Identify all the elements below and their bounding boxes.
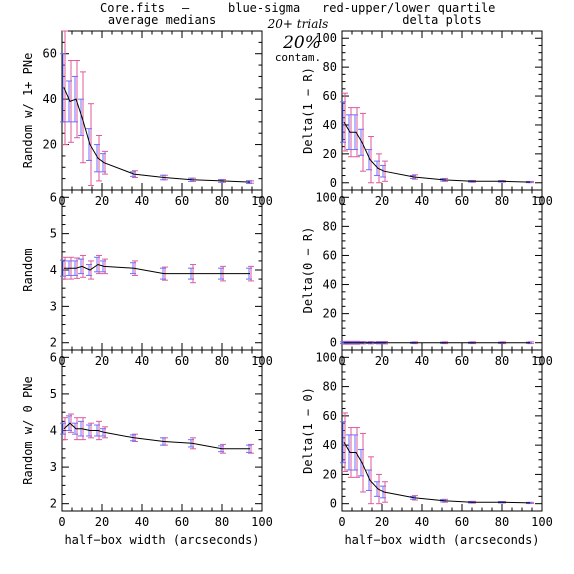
panel-frame <box>61 30 263 191</box>
x-tick-label: 40 <box>135 194 149 208</box>
y-tick-label: 60 <box>323 248 337 262</box>
y-tick-label: 80 <box>323 380 337 394</box>
y-tick-label: 80 <box>323 219 337 233</box>
y-tick-label: 4 <box>50 424 57 438</box>
x-tick-label: 60 <box>175 515 189 529</box>
header-red-legend: red-upper/lower quartile <box>322 1 495 15</box>
annotation-contam: contam. <box>275 51 321 64</box>
x-tick-label: 60 <box>175 194 189 208</box>
x-tick-label: 80 <box>495 515 509 529</box>
x-tick-label: 20 <box>95 515 109 529</box>
annotation-trials: 20+ trials <box>267 17 329 31</box>
x-tick-label: 40 <box>415 194 429 208</box>
y-tick-label: 20 <box>43 138 57 152</box>
y-axis-label: Delta(1 − R) <box>301 67 315 154</box>
x-tick-label: 80 <box>495 194 509 208</box>
x-tick-label: 20 <box>95 194 109 208</box>
y-axis-label: Random w/ 0 PNe <box>21 376 35 484</box>
y-tick-label: 0 <box>330 176 337 190</box>
panel-right-bottom: 0 20 40 60 80 100 0 20 40 60 80 100 Delta(1 − 0) half… <box>301 349 553 547</box>
x-tick-label: 0 <box>338 515 345 529</box>
x-tick-label: 100 <box>531 515 553 529</box>
x-tick-label: 60 <box>455 194 469 208</box>
x-tick-label: 60 <box>175 354 189 368</box>
y-tick-label: 40 <box>323 118 337 132</box>
y-tick-label: 100 <box>315 31 337 45</box>
y-tick-label: 2 <box>50 497 57 511</box>
x-tick-label: 20 <box>375 194 389 208</box>
x-tick-label: 20 <box>95 354 109 368</box>
y-axis-label: Delta(0 − R) <box>301 227 315 314</box>
median-line <box>64 263 250 275</box>
y-tick-label: 20 <box>323 147 337 161</box>
x-tick-label: 40 <box>135 515 149 529</box>
panel-frame <box>341 30 543 191</box>
y-tick-label: 6 <box>50 190 57 204</box>
y-tick-label: 40 <box>323 438 337 452</box>
y-tick-label: 5 <box>50 387 57 401</box>
median-line <box>343 121 531 183</box>
median-line <box>343 441 531 504</box>
y-tick-label: 20 <box>323 467 337 481</box>
x-tick-label: 100 <box>251 515 273 529</box>
x-tick-label: 60 <box>455 515 469 529</box>
y-axis-label: Delta(1 − 0) <box>301 387 315 474</box>
header-file: Core.fits <box>100 1 165 15</box>
y-tick-label: 3 <box>50 460 57 474</box>
y-tick-label: 60 <box>323 89 337 103</box>
panel-title: delta plots <box>402 13 481 27</box>
x-tick-label: 40 <box>135 354 149 368</box>
y-tick-label: 0 <box>330 497 337 511</box>
x-tick-label: 80 <box>215 515 229 529</box>
panel-frame <box>341 349 543 512</box>
x-tick-label: 40 <box>415 354 429 368</box>
x-tick-label: 20 <box>375 515 389 529</box>
y-axis-label: Random w/ 1+ PNe <box>21 53 35 169</box>
y-tick-label: 40 <box>43 92 57 106</box>
panel-frame <box>341 189 543 351</box>
header-dash: – <box>182 1 190 15</box>
x-tick-label: 20 <box>375 354 389 368</box>
x-tick-label: 40 <box>415 515 429 529</box>
x-tick-label: 80 <box>215 194 229 208</box>
x-tick-label: 80 <box>215 354 229 368</box>
header-blue-legend: blue-sigma <box>228 1 300 15</box>
y-tick-label: 60 <box>323 409 337 423</box>
y-tick-label: 6 <box>50 350 57 364</box>
y-tick-label: 100 <box>315 190 337 204</box>
y-tick-label: 20 <box>323 307 337 321</box>
y-tick-label: 0 <box>330 336 337 350</box>
median-line <box>63 422 250 450</box>
y-tick-label: 5 <box>50 227 57 241</box>
x-tick-label: 0 <box>58 515 65 529</box>
y-tick-label: 3 <box>50 299 57 313</box>
panel-title: average medians <box>108 13 216 27</box>
x-tick-label: 60 <box>455 354 469 368</box>
y-tick-label: 4 <box>50 263 57 277</box>
y-axis-label: Random <box>21 248 35 291</box>
x-tick-label: 80 <box>495 354 509 368</box>
y-tick-label: 60 <box>43 47 57 61</box>
median-line <box>63 87 251 183</box>
y-tick-label: 2 <box>50 336 57 350</box>
y-tick-label: 40 <box>323 278 337 292</box>
annotation-percent: 20% <box>282 33 321 53</box>
x-axis-label: half−box width (arcseconds) <box>64 533 259 547</box>
panel-frame <box>61 189 263 351</box>
y-tick-label: 100 <box>315 350 337 364</box>
y-tick-label: 80 <box>323 60 337 74</box>
x-axis-label: half−box width (arcseconds) <box>344 533 539 547</box>
